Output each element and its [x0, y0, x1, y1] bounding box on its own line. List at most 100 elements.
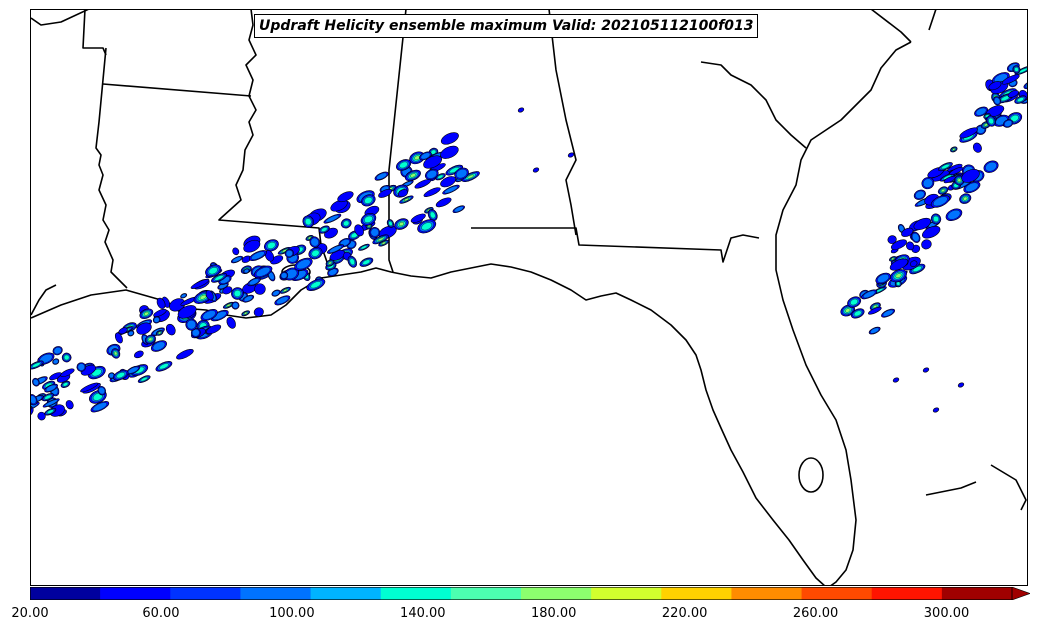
storm-cell — [943, 175, 956, 184]
storm-cell — [1007, 90, 1019, 98]
storm-cell — [890, 239, 907, 250]
gulf-coast — [31, 263, 825, 585]
storm-cell — [388, 221, 393, 226]
atlantic-coast — [775, 41, 912, 585]
storm-cell — [1004, 120, 1013, 127]
storm-cell — [44, 399, 58, 407]
colorbar-segment — [100, 587, 171, 600]
storm-cell — [901, 227, 914, 237]
storm-cell — [177, 305, 197, 319]
storm-cell — [891, 257, 895, 261]
storm-cell — [77, 363, 85, 371]
storm-cell — [567, 152, 575, 158]
storm-cell — [158, 331, 161, 335]
storm-cell — [226, 303, 231, 307]
storm-cell — [31, 405, 32, 412]
storm-cell — [280, 272, 288, 279]
storm-cell — [63, 354, 70, 361]
storm-cell — [325, 214, 340, 223]
storm-cell — [328, 261, 332, 265]
storm-cell — [868, 306, 882, 315]
storm-cell — [1017, 97, 1024, 103]
storm-cell — [354, 224, 364, 237]
colorbar-tick-label: 60.00 — [142, 606, 180, 621]
tx-la-border — [31, 10, 89, 26]
storm-cell — [206, 324, 222, 335]
colorbar-extend-arrow — [1011, 587, 1030, 600]
map-canvas — [31, 10, 1027, 585]
storm-cell — [181, 293, 187, 298]
storm-cell — [420, 152, 431, 160]
storm-cell — [435, 197, 452, 208]
storm-cell — [845, 308, 851, 313]
storm-cell — [1014, 67, 1019, 72]
storm-cell — [921, 239, 932, 250]
helicity-contours — [31, 62, 1027, 421]
storm-cell — [116, 372, 125, 379]
storm-cell — [421, 222, 432, 231]
nc-sc-border — [870, 10, 912, 43]
storm-cell — [912, 233, 920, 242]
colorbar-segment — [941, 587, 1013, 600]
storm-cell — [243, 239, 261, 253]
storm-cell — [264, 250, 275, 262]
storm-cell — [414, 179, 432, 189]
storm-cell — [941, 189, 945, 192]
storm-cell — [212, 311, 227, 320]
storm-cell — [156, 297, 166, 309]
storm-cell — [208, 267, 218, 275]
storm-cell — [153, 308, 167, 318]
storm-cell — [152, 341, 166, 351]
storm-cell — [985, 161, 997, 172]
storm-cell — [426, 170, 437, 179]
storm-cell — [272, 290, 280, 296]
storm-cell — [467, 174, 474, 179]
storm-cell — [276, 296, 289, 305]
ark-la-border — [102, 83, 252, 97]
al-ga-border — [548, 10, 577, 236]
storm-cell — [186, 320, 196, 330]
storm-cell — [251, 251, 265, 260]
storm-cell — [362, 259, 371, 265]
storm-cell — [136, 322, 152, 335]
grand-bahama — [925, 481, 977, 496]
storm-cell — [133, 350, 144, 359]
ark-la-east — [95, 47, 128, 289]
storm-cell — [222, 286, 233, 295]
storm-cell — [296, 259, 311, 270]
storm-cell — [343, 220, 350, 227]
storm-cell — [440, 176, 457, 188]
ms-al-border — [388, 10, 407, 273]
storm-cell — [310, 281, 322, 289]
storm-cell — [1026, 82, 1027, 88]
storm-cell — [253, 307, 264, 317]
storm-cell — [143, 311, 149, 316]
storm-cell — [53, 359, 59, 364]
storm-cell — [410, 173, 416, 178]
storm-cell — [283, 288, 288, 292]
storm-cell — [243, 295, 253, 302]
storm-cell — [1001, 74, 1020, 85]
storm-cell — [80, 382, 99, 393]
colorbar-tick-label: 100.00 — [269, 606, 315, 621]
storm-cell — [910, 260, 918, 267]
storm-cell — [128, 331, 134, 336]
storm-cell — [440, 132, 459, 145]
ga-sc-border — [700, 61, 807, 149]
storm-cell — [994, 97, 1001, 105]
storm-cell — [254, 283, 266, 295]
lake-okeechobee — [798, 457, 824, 493]
storm-cell — [153, 317, 160, 323]
bahamas-abaco — [990, 464, 1027, 511]
storm-cell — [205, 290, 214, 301]
colorbar-tick-label: 300.00 — [923, 606, 970, 621]
storm-cell — [349, 258, 355, 266]
storm-cell — [285, 250, 293, 257]
storm-cell — [965, 182, 979, 192]
colorbar-segment — [310, 587, 382, 600]
storm-cell — [423, 155, 442, 169]
storm-cell — [853, 310, 862, 317]
colorbar-segment — [450, 587, 522, 600]
storm-cell — [53, 347, 62, 355]
storm-cell — [887, 235, 897, 244]
